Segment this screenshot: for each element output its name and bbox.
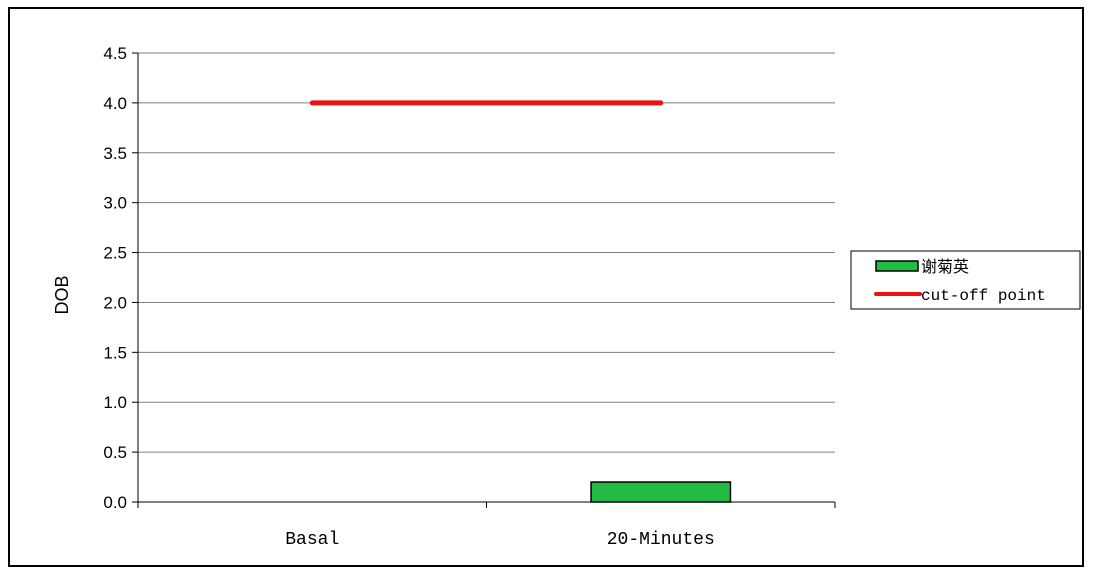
- y-tick-label: 4.5: [103, 44, 127, 63]
- y-axis-title: DOB: [52, 275, 72, 314]
- x-tick-label: 20-Minutes: [607, 530, 715, 550]
- x-tick-labels: Basal 20-Minutes: [285, 530, 715, 550]
- legend-label-bar: 谢菊英: [921, 257, 969, 276]
- legend-label-line: cut-off point: [921, 287, 1046, 305]
- bar-layer: [590, 481, 732, 503]
- y-tick-label: 1.0: [103, 393, 127, 412]
- y-tick-label: 2.0: [103, 293, 127, 312]
- bar: [590, 481, 732, 503]
- y-tick-label: 0.5: [103, 443, 127, 462]
- y-tick-label: 3.5: [103, 144, 127, 163]
- axis-layer: [132, 52, 836, 508]
- y-tick-label: 3.0: [103, 194, 127, 213]
- y-tick-label: 1.5: [103, 343, 127, 362]
- x-tick-label: Basal: [285, 530, 339, 550]
- chart-svg: 0.0 0.5 1.0 1.5 2.0 2.5 3.0 3.5 4.0 4.5 Basal 20-M…: [52, 44, 1081, 550]
- legend: 谢菊英 cut-off point: [850, 250, 1081, 310]
- legend-swatch-bar: [875, 260, 919, 272]
- y-tick-label: 4.0: [103, 94, 127, 113]
- grid-layer: [138, 52, 835, 453]
- y-tick-labels: 0.0 0.5 1.0 1.5 2.0 2.5 3.0 3.5 4.0 4.5: [103, 44, 127, 512]
- chart-frame: 0.0 0.5 1.0 1.5 2.0 2.5 3.0 3.5 4.0 4.5 Basal 20-M…: [8, 7, 1084, 567]
- y-tick-label: 2.5: [103, 244, 127, 263]
- y-tick-label: 0.0: [103, 493, 127, 512]
